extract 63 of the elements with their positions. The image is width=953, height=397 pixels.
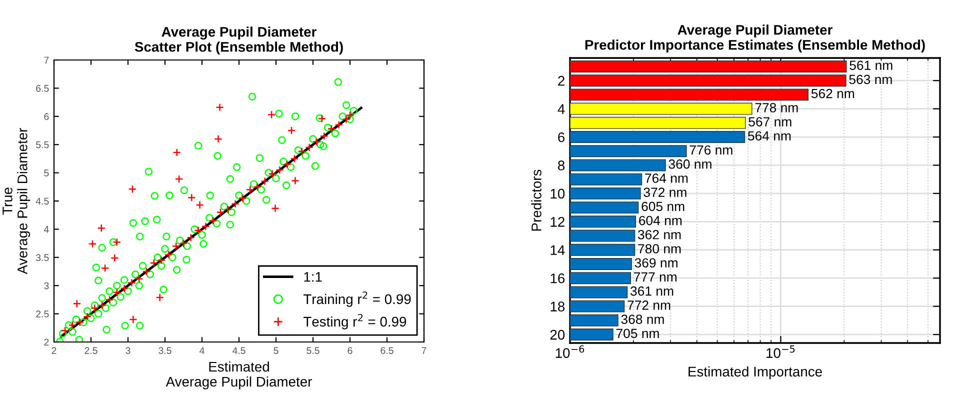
y-tick-label: 4 — [44, 226, 49, 233]
x-tick-label: 10$^{−5}$ — [766, 345, 795, 358]
x-axis-title: Estimated Importance — [688, 366, 822, 380]
x-tick-label: 2.5 — [84, 347, 98, 354]
chart-title: Average Pupil Diameter Scatter Plot (Ensemble Method) — [134, 26, 343, 55]
annotation: 567 nm — [748, 117, 792, 126]
chart-title: Average Pupil Diameter Predictor Importance Estimates (Ensemble Method) — [585, 24, 925, 53]
x-tick-label: 4 — [200, 347, 204, 354]
y-tick-label: 4 — [558, 104, 565, 114]
annotation: 764 nm — [645, 174, 688, 183]
annotation: 362 nm — [638, 230, 681, 240]
x-tick-label: 7 — [422, 347, 426, 354]
annotation: 776 nm — [690, 145, 732, 155]
annotation: 368 nm — [621, 314, 664, 324]
y-tick-label: 8 — [558, 160, 565, 170]
x-tick-label: 10$^{−6}$ — [556, 345, 584, 358]
y-tick-label: 3 — [44, 282, 49, 290]
legend-label: Testing r$^{2}$ = 0.99 — [303, 314, 406, 330]
x-axis-title: Estimated Average Pupil Diameter — [166, 361, 312, 390]
annotation: 778 nm — [755, 102, 798, 112]
y-tick-label: 4.5 — [36, 198, 49, 205]
y-tick-label: 2 — [558, 76, 564, 86]
x-tick-label: 3.5 — [158, 347, 172, 354]
y-tick-label: 16 — [550, 273, 565, 284]
annotation: 705 nm — [616, 328, 659, 338]
y-tick-label: 20 — [550, 330, 565, 340]
legend-label: Training r$^{2}$ = 0.99 — [303, 291, 411, 307]
legend-label: 1:1 — [304, 272, 322, 282]
x-tick-label: 6.5 — [380, 347, 394, 354]
annotation: 563 nm — [849, 74, 892, 84]
annotation: 369 nm — [634, 258, 678, 268]
x-tick-label: 6 — [348, 347, 352, 354]
y-tick-label: 6.5 — [36, 84, 49, 92]
annotation: 604 nm — [639, 216, 682, 226]
x-tick-label: 4.5 — [232, 347, 246, 354]
y-tick-label: 12 — [550, 217, 564, 227]
y-tick-label: 14 — [550, 245, 565, 255]
x-tick-label: 5.5 — [306, 347, 320, 354]
x-tick-label: 2 — [52, 347, 56, 354]
y-axis-title: Predictors — [531, 170, 542, 231]
annotation: 561 nm — [850, 60, 892, 70]
annotation: 777 nm — [634, 272, 676, 282]
y-tick-label: 6 — [44, 113, 49, 120]
annotation: 361 nm — [630, 286, 674, 296]
annotation: 564 nm — [748, 131, 791, 141]
annotation: 780 nm — [638, 244, 681, 254]
y-tick-label: 5 — [44, 170, 49, 176]
y-tick-label: 3.5 — [36, 254, 49, 262]
annotation: 562 nm — [811, 88, 854, 98]
y-tick-label: 10 — [550, 188, 565, 199]
y-tick-label: 5.5 — [36, 141, 49, 148]
annotation: 360 nm — [668, 159, 712, 169]
x-tick-label: 3 — [126, 347, 130, 354]
y-axis-title: True Average Pupil Diameter — [2, 128, 30, 274]
annotation: 372 nm — [644, 188, 686, 197]
y-tick-label: 6 — [558, 132, 565, 142]
y-tick-label: 2.5 — [36, 310, 49, 318]
annotation: 605 nm — [642, 202, 684, 212]
annotation: 772 nm — [628, 300, 670, 310]
y-tick-label: 2 — [44, 338, 49, 346]
y-tick-label: 18 — [550, 302, 565, 312]
x-tick-label: 5 — [274, 347, 278, 354]
y-tick-label: 7 — [44, 56, 49, 64]
